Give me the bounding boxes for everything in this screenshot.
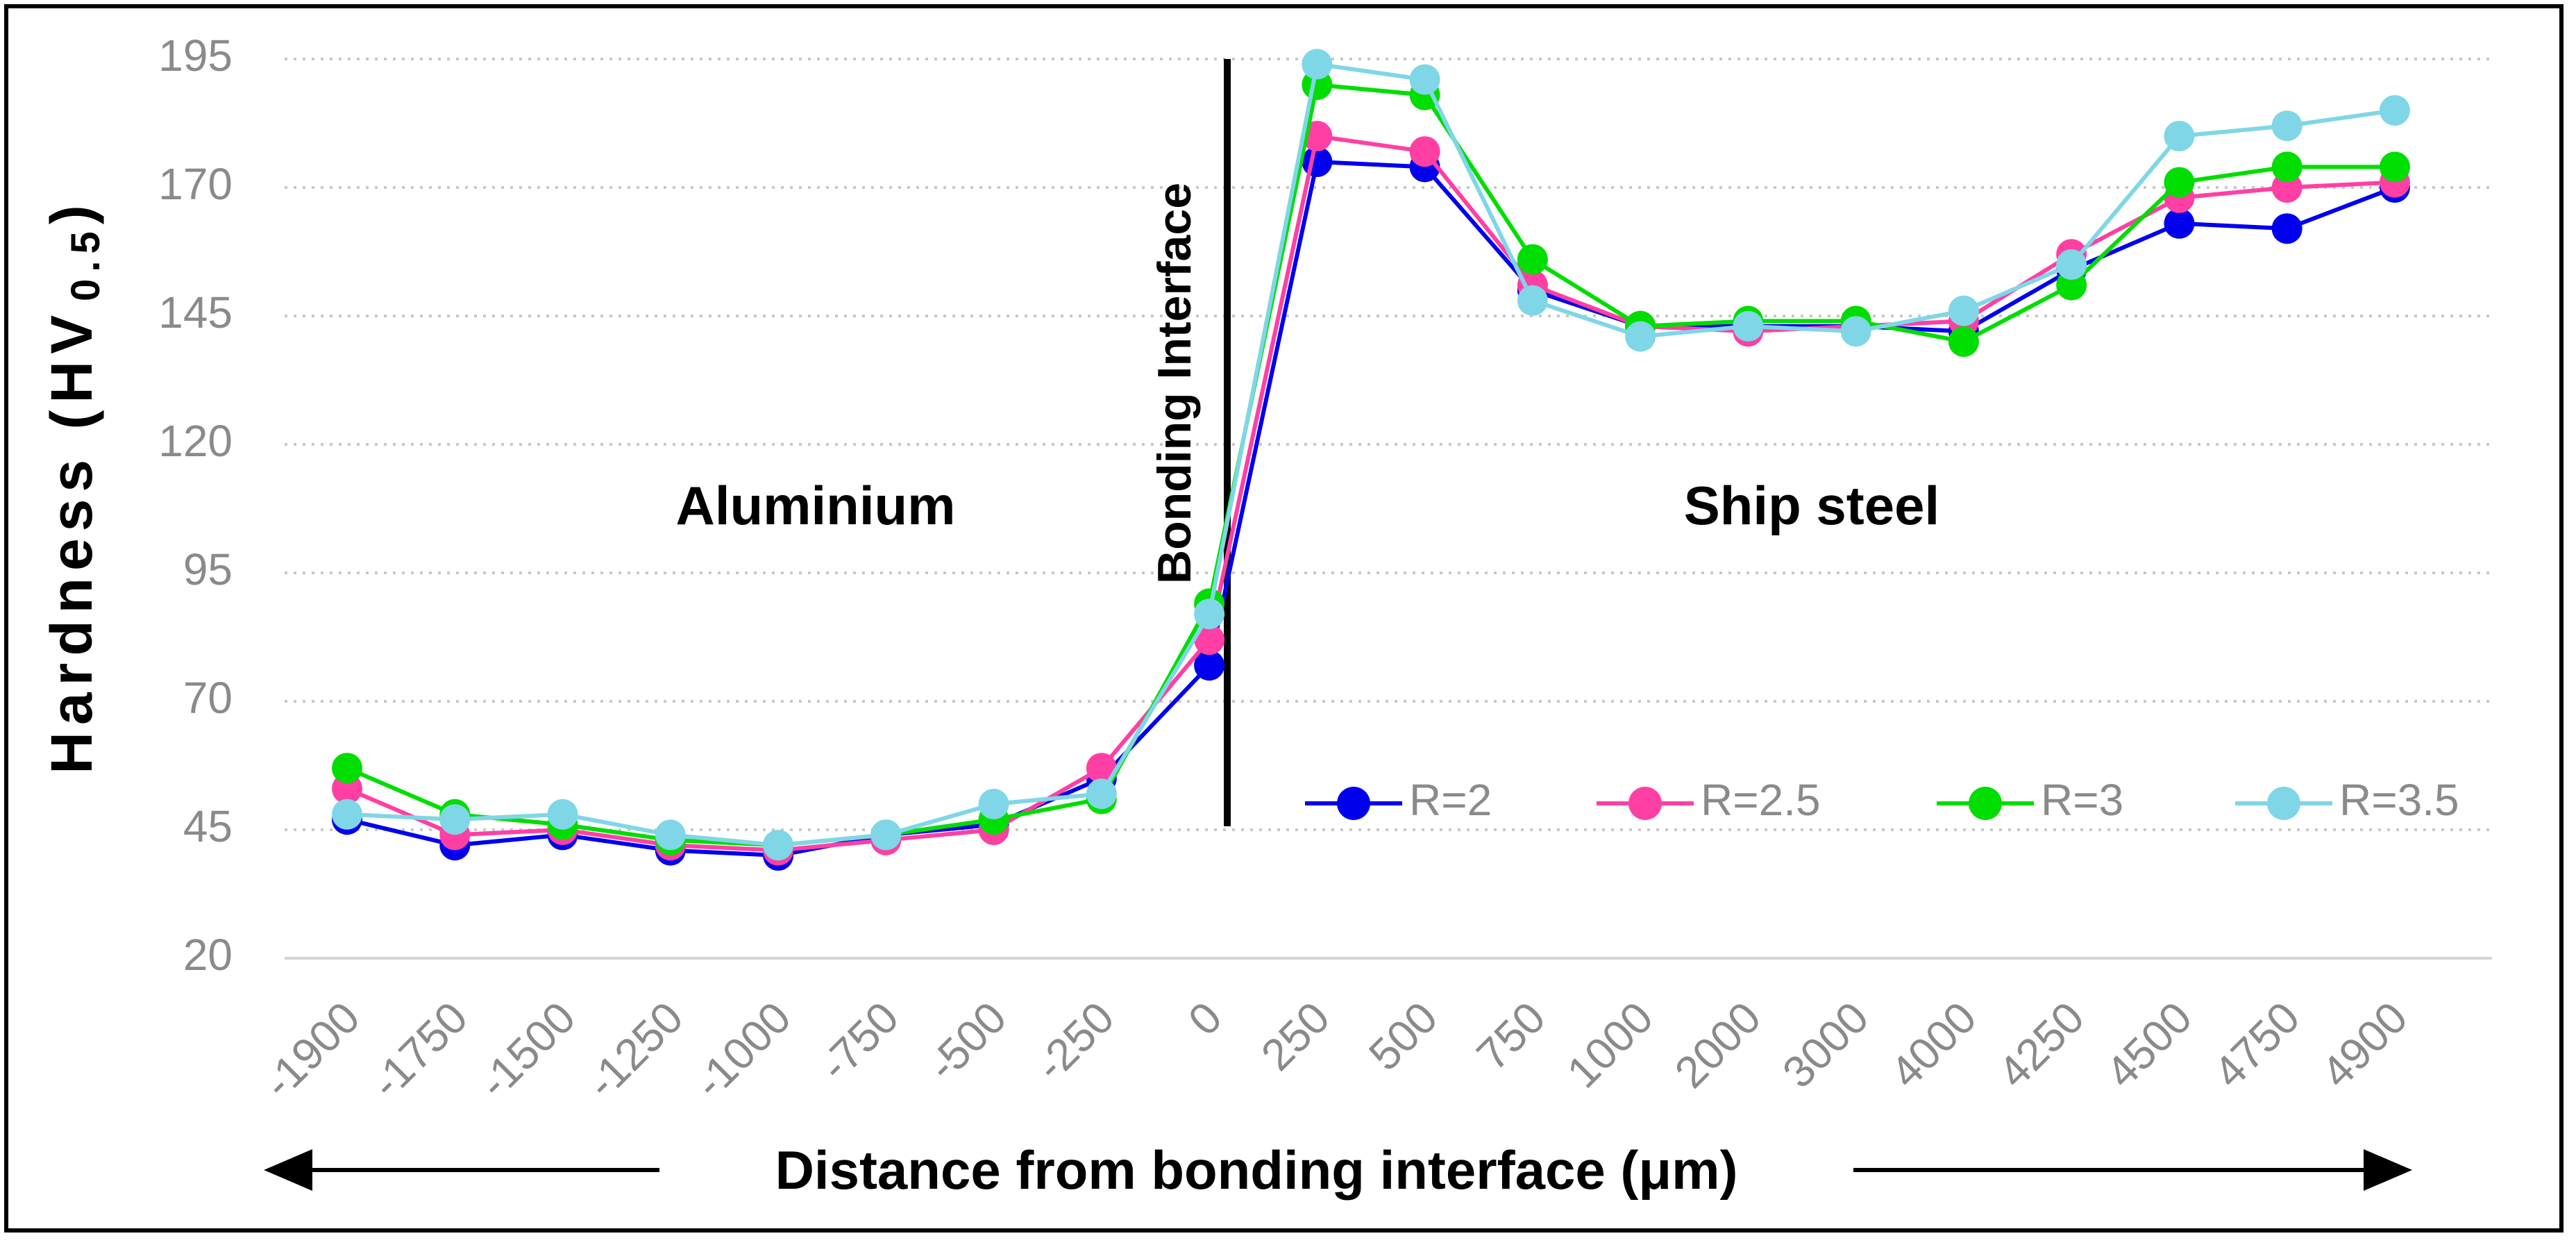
- y-tick-label: 120: [158, 416, 233, 466]
- data-point: [1517, 244, 1548, 275]
- legend-item-R=3: R=3: [1937, 775, 2123, 825]
- data-point: [332, 753, 362, 784]
- data-point: [2271, 213, 2303, 244]
- legend-label: R=3: [2041, 775, 2123, 825]
- y-axis-label-close: ): [39, 198, 104, 224]
- ship-steel-label: Ship steel: [1684, 475, 1939, 536]
- data-point: [1086, 778, 1117, 810]
- data-point: [1194, 650, 1225, 681]
- series-R=3.5: [332, 49, 2410, 861]
- aluminium-label: Aluminium: [676, 475, 956, 536]
- legend-marker: [1337, 787, 1370, 820]
- data-point: [2379, 151, 2410, 183]
- data-point: [1840, 316, 1871, 347]
- data-point: [2164, 121, 2195, 151]
- y-tick-labels: 20 45 70 95 120 145 170 195: [158, 31, 233, 980]
- data-point: [655, 819, 686, 851]
- arrow-right-head: [2364, 1149, 2412, 1191]
- data-point: [2271, 110, 2303, 142]
- data-point: [978, 789, 1009, 819]
- data-point: [1409, 64, 1440, 95]
- legend-item-R=3.5: R=3.5: [2235, 775, 2459, 825]
- y-tick-label: 95: [183, 544, 233, 594]
- x-tick-labels: -1900-1750-1500-1250-1000 -750 -500 -250 0 25…: [253, 992, 2417, 1108]
- data-point: [1194, 624, 1225, 655]
- x-tick-label: 4750: [2204, 992, 2309, 1098]
- data-point: [2379, 95, 2410, 126]
- x-tick-label: -1500: [469, 992, 585, 1108]
- x-tick-label: 3000: [1773, 992, 1878, 1098]
- legend-item-R=2: R=2: [1305, 775, 1492, 825]
- data-point: [870, 819, 902, 851]
- series-line: [346, 159, 2396, 858]
- arrow-left-head: [264, 1149, 312, 1191]
- y-tick-label: 20: [183, 930, 233, 980]
- series-line: [346, 62, 2396, 848]
- x-tick-label: 0: [1179, 992, 1231, 1045]
- data-point: [2164, 167, 2195, 198]
- x-tick-label: -1250: [577, 992, 693, 1108]
- data-point: [332, 799, 362, 830]
- series-R=2: [332, 147, 2410, 871]
- data-point: [439, 804, 471, 835]
- y-tick-label: 145: [158, 287, 233, 337]
- y-tick-label: 70: [183, 673, 233, 723]
- y-tick-label: 45: [183, 801, 233, 851]
- data-point: [2164, 208, 2195, 239]
- data-point: [1517, 285, 1548, 316]
- x-tick-label: -1750: [362, 992, 478, 1108]
- x-tick-label: -250: [1025, 992, 1123, 1090]
- x-tick-label: 750: [1467, 992, 1554, 1080]
- x-tick-label: 4000: [1880, 992, 1986, 1098]
- data-point: [1733, 310, 1764, 342]
- data-point: [1302, 49, 1333, 80]
- series-line: [346, 82, 2395, 848]
- data-point: [1948, 326, 1979, 357]
- data-point: [763, 830, 794, 861]
- data-point: [1948, 295, 1979, 326]
- chart-frame: [4, 4, 2564, 1233]
- data-point: [1409, 136, 1440, 167]
- series-R=3: [332, 69, 2410, 861]
- data-point: [547, 799, 578, 830]
- x-tick-label: -500: [918, 992, 1016, 1090]
- x-axis-arrow: [264, 1149, 2412, 1191]
- x-tick-label: 4900: [2312, 992, 2417, 1098]
- y-axis-label-main: Hardness (HV: [39, 308, 104, 774]
- y-tick-label: 195: [158, 31, 233, 81]
- x-tick-label: -1900: [253, 992, 369, 1108]
- legend-item-R=2.5: R=2.5: [1597, 775, 1821, 825]
- y-axis-label: Hardness (HV 0.5): [39, 198, 108, 774]
- y-axis-label-sub: 0.5: [63, 224, 108, 301]
- legend-marker: [2267, 787, 2300, 820]
- series-line: [346, 133, 2396, 853]
- x-tick-label: 4500: [2096, 992, 2202, 1098]
- legend-label: R=2.5: [1701, 775, 1821, 825]
- legend-label: R=2: [1409, 775, 1492, 825]
- bonding-interface-label: Bonding Interface: [1148, 183, 1201, 584]
- grid-lines: [285, 58, 2492, 831]
- legend: R=2 R=2.5 R=3 R=3.5: [1305, 775, 2459, 825]
- x-tick-label: 4250: [1988, 992, 2094, 1098]
- series-group: [332, 49, 2410, 871]
- y-tick-label: 170: [158, 159, 233, 209]
- x-axis-label: Distance from bonding interface (μm): [775, 1139, 1738, 1201]
- legend-marker: [1628, 787, 1662, 820]
- x-tick-label: 500: [1359, 992, 1447, 1080]
- data-point: [2056, 249, 2087, 280]
- x-tick-label: -1000: [684, 992, 800, 1108]
- data-point: [1625, 321, 1656, 352]
- x-tick-label: -750: [810, 992, 908, 1090]
- legend-label: R=3.5: [2339, 775, 2459, 825]
- data-point: [2271, 151, 2303, 183]
- legend-marker: [1969, 787, 2002, 820]
- data-point: [1086, 753, 1117, 784]
- x-tick-label: 1000: [1557, 992, 1662, 1098]
- data-point: [1194, 599, 1225, 630]
- x-tick-label: 250: [1252, 992, 1339, 1080]
- x-tick-label: 2000: [1665, 992, 1771, 1098]
